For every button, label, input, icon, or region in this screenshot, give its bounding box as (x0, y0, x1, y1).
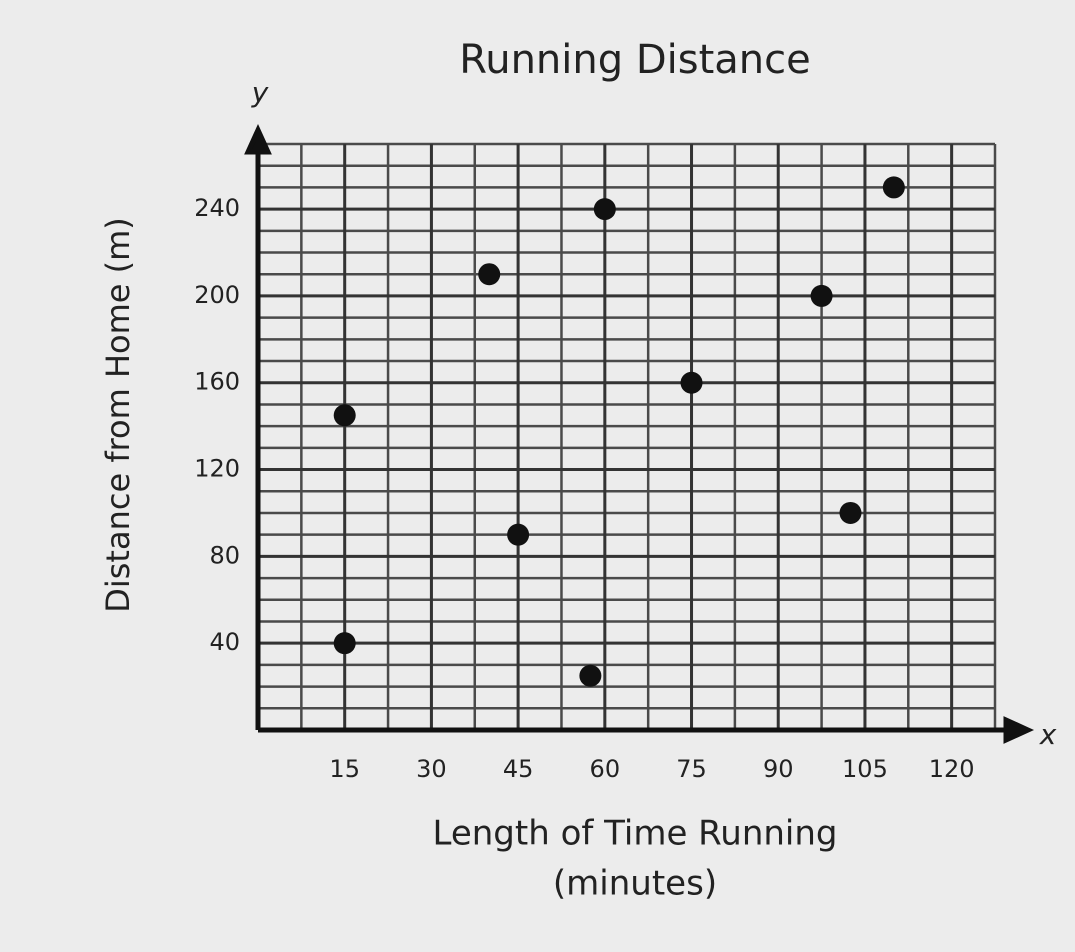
point (478, 263, 501, 286)
y-tick-label: 40 (209, 628, 240, 656)
y-tick-label: 200 (194, 281, 240, 309)
point (680, 371, 703, 394)
x-tick-label: 60 (590, 755, 621, 783)
point (593, 198, 616, 221)
x-axis (258, 716, 1035, 744)
y-tick-label: 120 (194, 455, 240, 483)
x-axis-label: Length of Time Running (433, 814, 838, 854)
y-tick-label: 80 (209, 541, 240, 569)
point (333, 404, 356, 427)
y-axis (244, 123, 272, 730)
point (839, 501, 862, 524)
y-tick-label: 240 (194, 194, 240, 222)
point (333, 632, 356, 655)
point (882, 176, 905, 199)
x-axis-letter: x (1039, 718, 1057, 751)
y-axis-label: Distance from Home (m) (99, 217, 137, 613)
chart-title: Running Distance (459, 37, 811, 83)
x-tick-label: 45 (503, 755, 534, 783)
x-tick-label: 90 (763, 755, 794, 783)
x-tick-label: 120 (929, 755, 975, 783)
point (579, 664, 602, 687)
x-tick-label: 75 (676, 755, 707, 783)
point (507, 523, 530, 546)
y-tick-label: 160 (194, 368, 240, 396)
x-tick-label: 30 (416, 755, 447, 783)
point (810, 284, 833, 307)
x-tick-label: 105 (842, 755, 888, 783)
x-tick-label: 15 (329, 755, 360, 783)
y-axis-letter: y (251, 76, 269, 109)
x-axis-label-unit: (minutes) (553, 864, 717, 904)
